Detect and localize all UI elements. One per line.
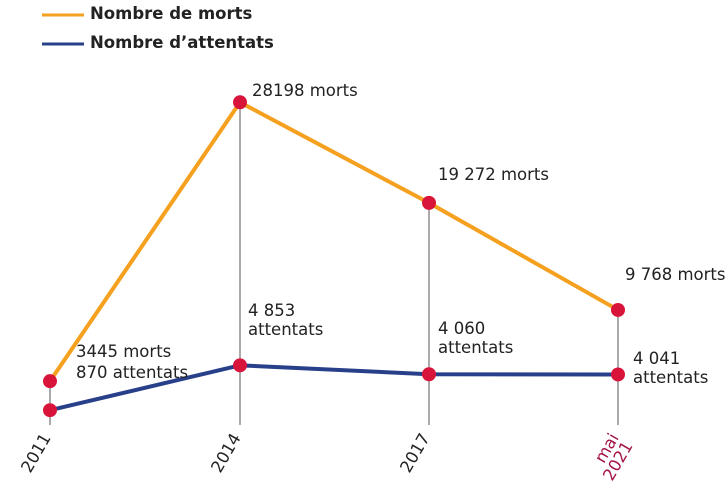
marker xyxy=(422,367,436,382)
marker xyxy=(43,403,57,418)
line xyxy=(49,363,619,413)
data-label: 3445 morts xyxy=(76,342,172,362)
data-label: 9 768 morts xyxy=(625,264,726,284)
data-label: 4 041 attentats xyxy=(633,349,709,388)
marker xyxy=(43,374,57,389)
data-label: 19 272 morts xyxy=(438,164,549,184)
marker xyxy=(611,302,625,317)
marker xyxy=(233,358,247,373)
data-label: 28198 morts xyxy=(252,81,358,101)
data-label: 4 853 attentats xyxy=(248,301,324,340)
legend-label: Nombre de morts xyxy=(90,4,253,23)
data-label: 870 attentats xyxy=(76,363,189,383)
marker xyxy=(422,195,436,210)
data-label: 4 060 attentats xyxy=(438,319,514,358)
legend-label: Nombre d’attentats xyxy=(90,33,274,52)
marker xyxy=(233,95,247,110)
marker xyxy=(611,367,625,382)
line xyxy=(48,100,619,383)
